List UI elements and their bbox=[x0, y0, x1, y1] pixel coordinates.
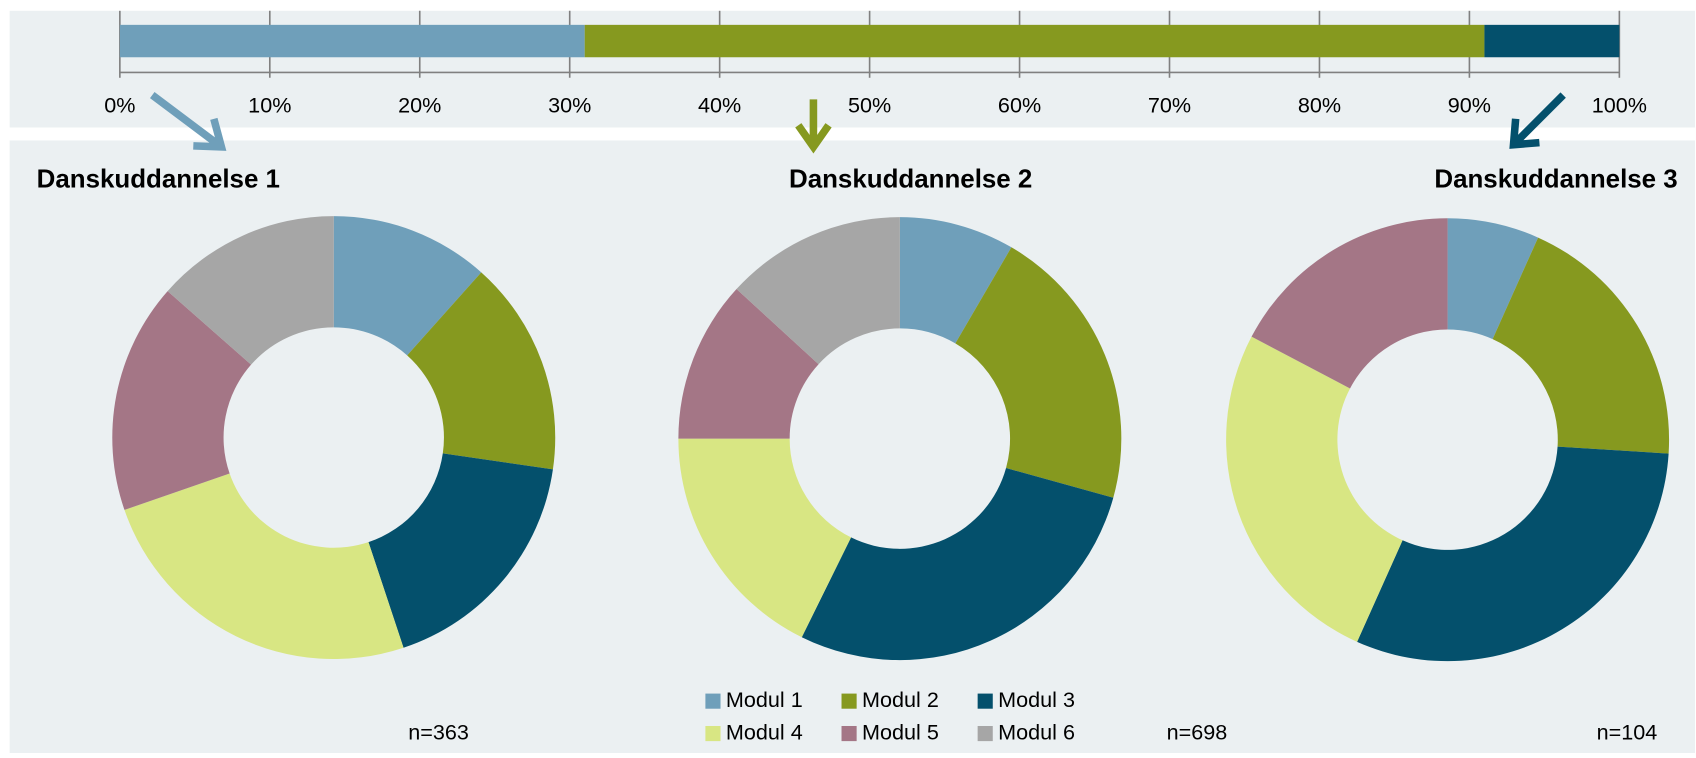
donut-slice bbox=[1251, 218, 1448, 389]
donut-slice bbox=[167, 216, 334, 365]
x-tick-label: 80% bbox=[1298, 93, 1341, 118]
donut-slice bbox=[899, 217, 1012, 344]
donut-slice bbox=[801, 468, 1114, 661]
x-tick-label: 10% bbox=[248, 93, 291, 118]
legend-label: Modul 2 bbox=[862, 687, 939, 712]
legend-swatch bbox=[841, 693, 857, 709]
legend-label: Modul 3 bbox=[998, 687, 1075, 712]
legend-swatch bbox=[705, 693, 721, 709]
legend-swatch bbox=[977, 693, 993, 709]
legend-label: Modul 6 bbox=[998, 719, 1075, 744]
x-tick-label: 50% bbox=[848, 93, 891, 118]
x-tick-label: 60% bbox=[998, 93, 1041, 118]
pie-title: Danskuddannelse 2 bbox=[789, 165, 1032, 193]
donut-slice bbox=[1492, 237, 1670, 454]
x-tick-label: 40% bbox=[698, 93, 741, 118]
x-tick-label: 30% bbox=[548, 93, 591, 118]
bar-segment bbox=[119, 24, 585, 58]
donut-slice bbox=[678, 438, 852, 638]
donut-slice bbox=[407, 272, 556, 470]
legend-label: Modul 5 bbox=[862, 719, 939, 744]
donut-slice bbox=[1357, 446, 1669, 662]
donut-slice bbox=[1447, 218, 1539, 340]
bar-segment bbox=[584, 24, 1485, 58]
x-tick-label: 100% bbox=[1592, 93, 1647, 118]
sample-size: n=698 bbox=[1167, 719, 1228, 744]
x-tick-label: 70% bbox=[1148, 93, 1191, 118]
legend-swatch bbox=[705, 725, 721, 742]
legend-label: Modul 1 bbox=[726, 687, 803, 712]
x-tick-label: 20% bbox=[398, 93, 441, 118]
donut-slice bbox=[736, 217, 900, 365]
legend-label: Modul 4 bbox=[726, 719, 803, 744]
x-tick-label: 90% bbox=[1448, 93, 1491, 118]
legend-swatch bbox=[841, 725, 857, 742]
legend-swatch bbox=[977, 725, 993, 742]
donut-slice bbox=[678, 289, 819, 439]
donut-slice bbox=[1226, 336, 1403, 642]
pie-title: Danskuddannelse 1 bbox=[37, 165, 280, 193]
x-tick-label: 0% bbox=[104, 93, 135, 118]
arrow bbox=[149, 92, 1566, 154]
pie-title: Danskuddannelse 3 bbox=[1434, 165, 1677, 193]
donut-slice bbox=[124, 473, 404, 660]
donut-slice bbox=[112, 291, 252, 510]
sample-size: n=363 bbox=[408, 719, 469, 744]
donut-slice bbox=[368, 453, 553, 648]
donut-slice bbox=[955, 247, 1122, 498]
bar-segment bbox=[1484, 24, 1620, 58]
donut-slice bbox=[333, 216, 482, 356]
sample-size: n=104 bbox=[1597, 719, 1658, 744]
